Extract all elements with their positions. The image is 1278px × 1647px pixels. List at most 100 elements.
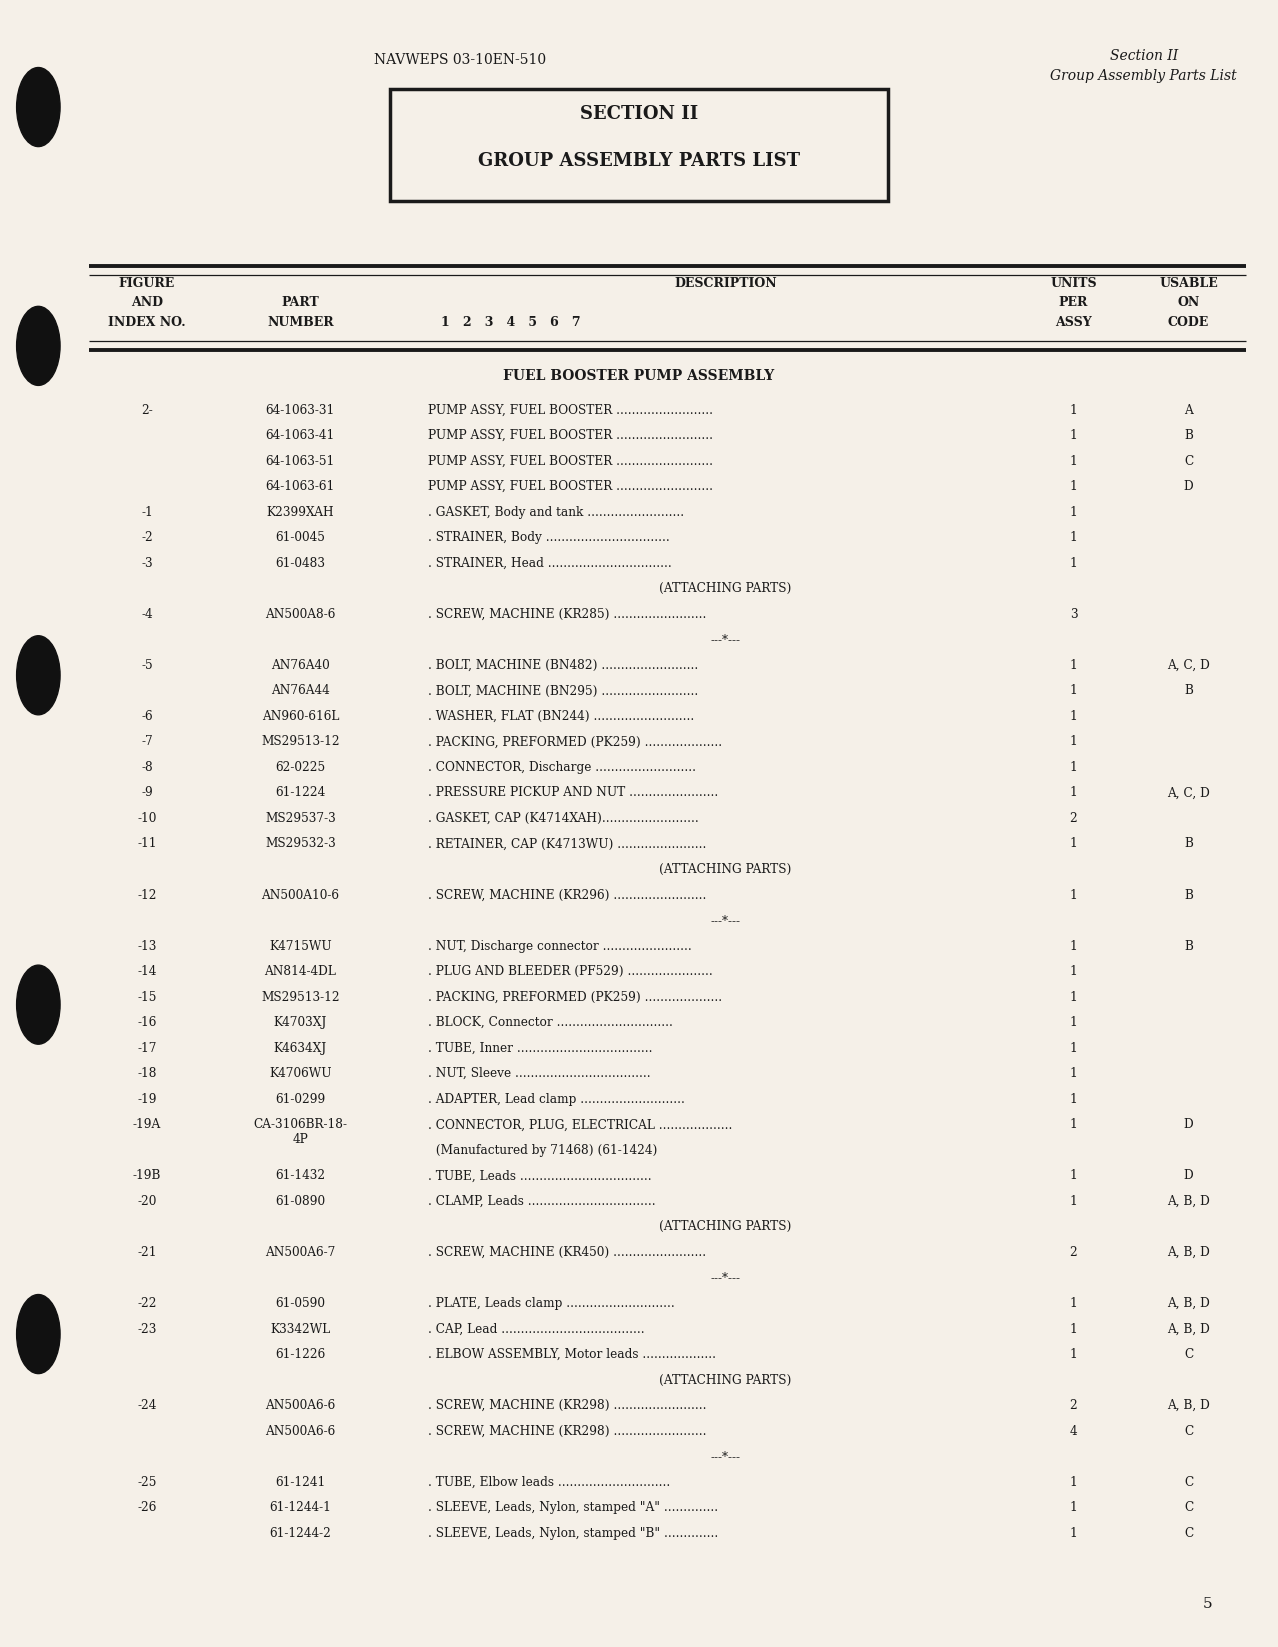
Text: -5: -5 xyxy=(141,659,153,672)
Text: . STRAINER, Head ................................: . STRAINER, Head .......................… xyxy=(428,557,672,570)
Text: UNITS: UNITS xyxy=(1051,277,1097,290)
Text: ---*---: ---*--- xyxy=(711,1449,740,1463)
Text: -18: -18 xyxy=(137,1067,157,1080)
Text: SECTION II: SECTION II xyxy=(580,105,698,124)
Text: . SLEEVE, Leads, Nylon, stamped "B" ..............: . SLEEVE, Leads, Nylon, stamped "B" ....… xyxy=(428,1527,718,1540)
Text: 64-1063-61: 64-1063-61 xyxy=(266,481,335,492)
Text: PUMP ASSY, FUEL BOOSTER .........................: PUMP ASSY, FUEL BOOSTER ................… xyxy=(428,455,713,468)
Text: 61-1432: 61-1432 xyxy=(275,1169,326,1183)
Text: -22: -22 xyxy=(137,1298,157,1309)
Text: (ATTACHING PARTS): (ATTACHING PARTS) xyxy=(659,863,791,876)
Text: . NUT, Sleeve ...................................: . NUT, Sleeve ..........................… xyxy=(428,1067,651,1080)
Text: B: B xyxy=(1185,837,1192,850)
Text: C: C xyxy=(1183,1425,1194,1438)
Text: 1: 1 xyxy=(1070,404,1077,417)
Text: -21: -21 xyxy=(137,1245,157,1258)
Text: MS29513-12: MS29513-12 xyxy=(261,990,340,1003)
Text: AND: AND xyxy=(130,296,164,310)
Text: 1: 1 xyxy=(1070,1094,1077,1105)
Text: A: A xyxy=(1185,404,1192,417)
Text: PER: PER xyxy=(1059,296,1088,310)
Text: K3342WL: K3342WL xyxy=(270,1323,331,1336)
Text: 5: 5 xyxy=(1203,1596,1213,1611)
Text: 61-0045: 61-0045 xyxy=(275,530,326,544)
Text: AN500A6-6: AN500A6-6 xyxy=(266,1400,335,1411)
Text: C: C xyxy=(1183,1502,1194,1514)
Text: B: B xyxy=(1185,428,1192,441)
Text: -1: -1 xyxy=(141,506,153,519)
Text: 4: 4 xyxy=(1070,1425,1077,1438)
Text: -3: -3 xyxy=(141,557,153,570)
Text: B: B xyxy=(1185,888,1192,901)
Text: 61-0299: 61-0299 xyxy=(275,1094,326,1105)
Text: . BLOCK, Connector ..............................: . BLOCK, Connector .....................… xyxy=(428,1016,674,1029)
Text: A, C, D: A, C, D xyxy=(1167,787,1210,799)
Text: K4634XJ: K4634XJ xyxy=(273,1041,327,1054)
Text: 1: 1 xyxy=(1070,1041,1077,1054)
Text: -9: -9 xyxy=(141,787,153,799)
Text: . ELBOW ASSEMBLY, Motor leads ...................: . ELBOW ASSEMBLY, Motor leads ..........… xyxy=(428,1347,716,1360)
Text: D: D xyxy=(1183,481,1194,492)
Text: 1: 1 xyxy=(1070,428,1077,441)
Text: 2: 2 xyxy=(1070,1245,1077,1258)
Ellipse shape xyxy=(17,1295,60,1374)
Text: 64-1063-31: 64-1063-31 xyxy=(266,404,335,417)
Text: 61-1241: 61-1241 xyxy=(275,1476,326,1489)
Text: 2-: 2- xyxy=(141,404,153,417)
Text: . PLUG AND BLEEDER (PF529) ......................: . PLUG AND BLEEDER (PF529) .............… xyxy=(428,965,713,978)
Text: ASSY: ASSY xyxy=(1056,316,1091,329)
Text: 1: 1 xyxy=(1070,1502,1077,1514)
Text: . PLATE, Leads clamp ............................: . PLATE, Leads clamp ...................… xyxy=(428,1298,675,1309)
Text: K4715WU: K4715WU xyxy=(268,939,332,952)
Text: K4703XJ: K4703XJ xyxy=(273,1016,327,1029)
Text: . CLAMP, Leads .................................: . CLAMP, Leads .........................… xyxy=(428,1196,656,1207)
Text: 1: 1 xyxy=(1070,530,1077,544)
Text: ---*---: ---*--- xyxy=(711,632,740,646)
Text: C: C xyxy=(1183,1476,1194,1489)
Text: B: B xyxy=(1185,685,1192,697)
Text: 2: 2 xyxy=(1070,1400,1077,1411)
Text: 1: 1 xyxy=(1070,1067,1077,1080)
Text: 61-0483: 61-0483 xyxy=(275,557,326,570)
Text: AN500A6-7: AN500A6-7 xyxy=(265,1245,336,1258)
Text: (ATTACHING PARTS): (ATTACHING PARTS) xyxy=(659,583,791,595)
Text: PART: PART xyxy=(281,296,320,310)
Text: ON: ON xyxy=(1177,296,1200,310)
Text: . SCREW, MACHINE (KR285) ........................: . SCREW, MACHINE (KR285) ...............… xyxy=(428,608,707,621)
Text: -26: -26 xyxy=(137,1502,157,1514)
Text: 64-1063-51: 64-1063-51 xyxy=(266,455,335,468)
Text: D: D xyxy=(1183,1118,1194,1131)
Text: -23: -23 xyxy=(137,1323,157,1336)
Text: -19B: -19B xyxy=(133,1169,161,1183)
Text: A, B, D: A, B, D xyxy=(1167,1323,1210,1336)
Text: B: B xyxy=(1185,939,1192,952)
Ellipse shape xyxy=(17,306,60,385)
Text: -20: -20 xyxy=(137,1196,157,1207)
Text: -8: -8 xyxy=(141,761,153,774)
Text: . ADAPTER, Lead clamp ...........................: . ADAPTER, Lead clamp ..................… xyxy=(428,1094,685,1105)
Text: AN76A44: AN76A44 xyxy=(271,685,330,697)
Text: 1: 1 xyxy=(1070,481,1077,492)
Text: 62-0225: 62-0225 xyxy=(275,761,326,774)
Text: 1: 1 xyxy=(1070,506,1077,519)
Text: 64-1063-41: 64-1063-41 xyxy=(266,428,335,441)
Text: C: C xyxy=(1183,1347,1194,1360)
Text: 1: 1 xyxy=(1070,965,1077,978)
Text: 1: 1 xyxy=(1070,1527,1077,1540)
Text: . TUBE, Inner ...................................: . TUBE, Inner ..........................… xyxy=(428,1041,653,1054)
Text: (Manufactured by 71468) (61-1424): (Manufactured by 71468) (61-1424) xyxy=(428,1143,657,1156)
Text: -16: -16 xyxy=(137,1016,157,1029)
Text: 61-1224: 61-1224 xyxy=(275,787,326,799)
Text: -19: -19 xyxy=(137,1094,157,1105)
Text: -15: -15 xyxy=(137,990,157,1003)
FancyBboxPatch shape xyxy=(390,89,888,201)
Ellipse shape xyxy=(17,68,60,147)
Text: PUMP ASSY, FUEL BOOSTER .........................: PUMP ASSY, FUEL BOOSTER ................… xyxy=(428,481,713,492)
Text: D: D xyxy=(1183,1169,1194,1183)
Text: MS29532-3: MS29532-3 xyxy=(265,837,336,850)
Text: -12: -12 xyxy=(137,888,157,901)
Text: CODE: CODE xyxy=(1168,316,1209,329)
Text: PUMP ASSY, FUEL BOOSTER .........................: PUMP ASSY, FUEL BOOSTER ................… xyxy=(428,404,713,417)
Text: FUEL BOOSTER PUMP ASSEMBLY: FUEL BOOSTER PUMP ASSEMBLY xyxy=(504,369,774,384)
Text: . SCREW, MACHINE (KR450) ........................: . SCREW, MACHINE (KR450) ...............… xyxy=(428,1245,707,1258)
